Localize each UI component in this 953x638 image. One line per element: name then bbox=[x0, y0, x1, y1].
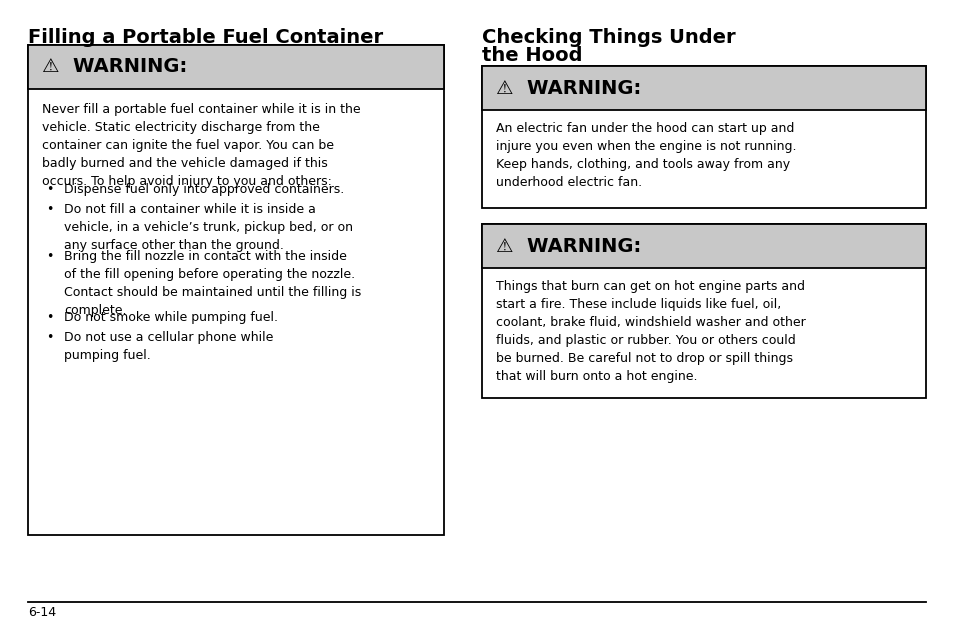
Text: Filling a Portable Fuel Container: Filling a Portable Fuel Container bbox=[28, 28, 383, 47]
Text: •: • bbox=[47, 311, 53, 324]
Text: Bring the fill nozzle in contact with the inside
of the fill opening before oper: Bring the fill nozzle in contact with th… bbox=[64, 250, 361, 317]
Text: ⚠  WARNING:: ⚠ WARNING: bbox=[496, 237, 640, 255]
Text: ⚠  WARNING:: ⚠ WARNING: bbox=[42, 57, 187, 77]
Text: 6-14: 6-14 bbox=[28, 605, 56, 618]
Text: Things that burn can get on hot engine parts and
start a fire. These include liq: Things that burn can get on hot engine p… bbox=[496, 280, 805, 383]
Text: •: • bbox=[47, 183, 53, 197]
Text: the Hood: the Hood bbox=[481, 46, 582, 65]
Bar bbox=[481, 66, 925, 208]
Text: Do not use a cellular phone while
pumping fuel.: Do not use a cellular phone while pumpin… bbox=[64, 330, 274, 362]
Bar bbox=[28, 45, 443, 535]
Text: ⚠  WARNING:: ⚠ WARNING: bbox=[496, 78, 640, 98]
Text: Never fill a portable fuel container while it is in the
vehicle. Static electric: Never fill a portable fuel container whi… bbox=[42, 103, 360, 188]
Bar bbox=[481, 224, 925, 268]
Text: •: • bbox=[47, 330, 53, 343]
Bar bbox=[481, 66, 925, 110]
Bar bbox=[28, 45, 443, 89]
Text: Do not smoke while pumping fuel.: Do not smoke while pumping fuel. bbox=[64, 311, 277, 324]
Text: •: • bbox=[47, 250, 53, 263]
Text: •: • bbox=[47, 203, 53, 216]
Text: An electric fan under the hood can start up and
injure you even when the engine : An electric fan under the hood can start… bbox=[496, 122, 796, 189]
Text: Checking Things Under: Checking Things Under bbox=[481, 28, 735, 47]
Bar bbox=[481, 224, 925, 398]
Text: Dispense fuel only into approved containers.: Dispense fuel only into approved contain… bbox=[64, 183, 344, 197]
Text: Do not fill a container while it is inside a
vehicle, in a vehicle’s trunk, pick: Do not fill a container while it is insi… bbox=[64, 203, 353, 252]
